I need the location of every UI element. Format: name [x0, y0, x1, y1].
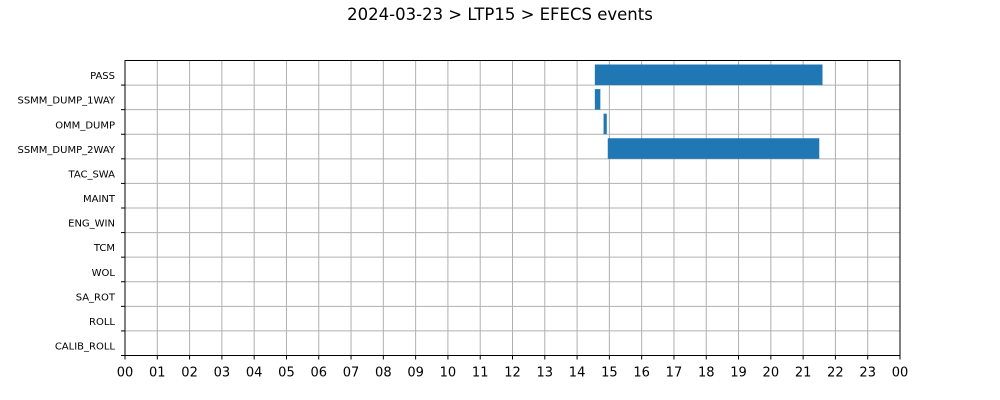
x-tick-label: 20	[763, 366, 780, 381]
x-tick-label: 00	[117, 366, 134, 381]
y-category-label: WOL	[92, 268, 116, 279]
bars-layer	[594, 64, 823, 159]
event-bar	[594, 64, 823, 86]
x-tick-label: 06	[310, 366, 327, 381]
x-tick-label: 14	[569, 366, 586, 381]
x-tick-label: 10	[440, 366, 457, 381]
y-category-label: ROLL	[89, 317, 115, 328]
x-tick-label: 22	[827, 366, 844, 381]
x-tick-label: 03	[214, 366, 231, 381]
x-tick-label: 21	[795, 366, 812, 381]
y-category-label: ENG_WIN	[68, 219, 115, 230]
x-tick-label: 04	[246, 366, 263, 381]
x-axis: 00 01 02 03 04 05 06 07 08 09 10 11 12 13 14 15 16 17 18 19…	[117, 355, 909, 381]
x-tick-label: 19	[730, 366, 747, 381]
event-bar	[594, 89, 601, 110]
y-category-label: SSMM_DUMP_2WAY	[17, 145, 115, 156]
x-tick-label: 11	[472, 366, 489, 381]
y-category-label: TCM	[93, 243, 115, 254]
y-category-label: MAINT	[83, 194, 116, 205]
y-category-label: TAC_SWA	[67, 169, 115, 180]
x-tick-label: 01	[149, 366, 166, 381]
x-tick-label: 02	[181, 366, 198, 381]
event-bar	[607, 138, 820, 159]
grid-layer	[125, 60, 900, 356]
x-tick-label: 17	[666, 366, 683, 381]
chart-title: 2024-03-23 > LTP15 > EFECS events	[347, 5, 653, 24]
y-category-label: OMM_DUMP	[55, 120, 115, 131]
x-tick-label: 13	[537, 366, 554, 381]
x-tick-label: 07	[343, 366, 360, 381]
y-axis: PASS SSMM_DUMP_1WAY OMM_DUMP SSMM_DUMP_2WAY…	[17, 71, 125, 356]
x-tick-label: 09	[407, 366, 424, 381]
x-tick-label: 05	[278, 366, 295, 381]
x-tick-label: 23	[859, 366, 876, 381]
x-tick-label: 15	[601, 366, 618, 381]
event-bar	[603, 113, 607, 135]
x-tick-label: 00	[892, 366, 909, 381]
x-tick-label: 16	[633, 366, 650, 381]
x-tick-label: 12	[504, 366, 521, 381]
x-tick-label: 08	[375, 366, 392, 381]
y-category-label: SSMM_DUMP_1WAY	[17, 96, 115, 107]
x-tick-label: 18	[698, 366, 715, 381]
y-category-label: CALIB_ROLL	[55, 342, 116, 353]
y-category-label: SA_ROT	[76, 292, 116, 303]
y-category-label: PASS	[90, 71, 115, 82]
